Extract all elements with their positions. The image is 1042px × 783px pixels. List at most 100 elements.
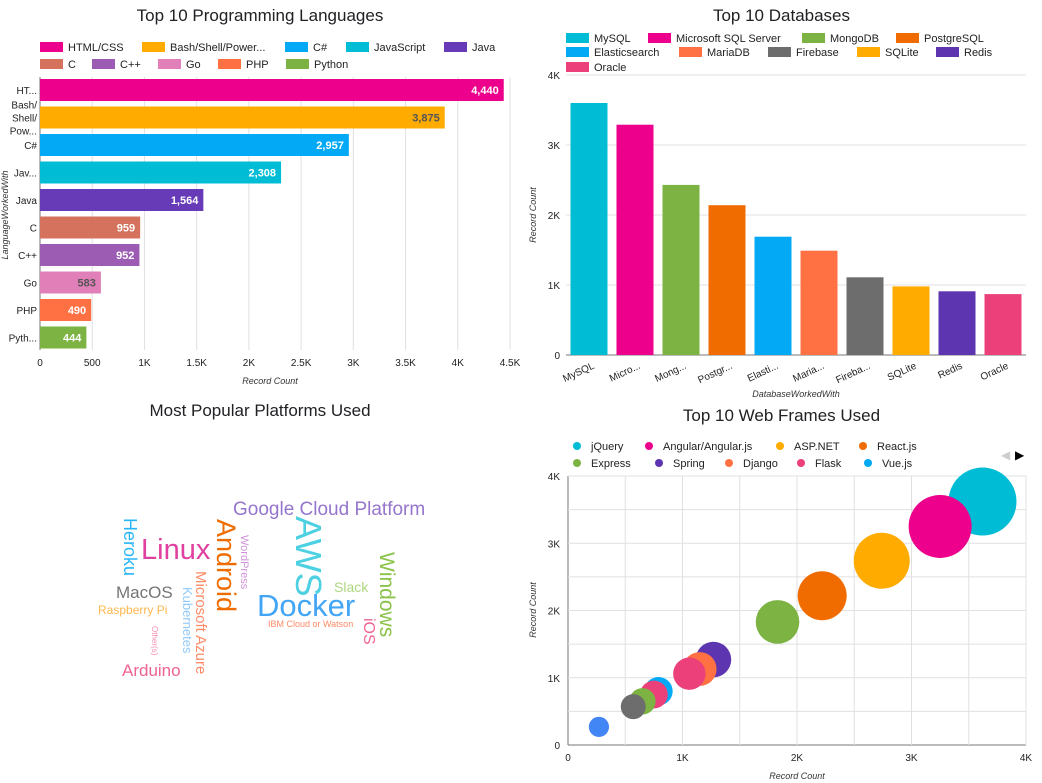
x-tick-label: 2K bbox=[243, 358, 256, 369]
bar-value-label-java: 1,564 bbox=[171, 195, 199, 207]
x-tick-label: Redis bbox=[936, 361, 964, 382]
legend-swatch-bash-shell-powershell bbox=[142, 42, 165, 52]
x-tick-label: 4.5K bbox=[500, 358, 521, 369]
legend-label-bash-shell-powershell: Bash/Shell/Power... bbox=[170, 42, 265, 54]
bar-html-css bbox=[40, 79, 504, 101]
bar-python bbox=[40, 326, 87, 349]
legend-dot-flask bbox=[797, 459, 805, 467]
legend-swatch-javascript bbox=[346, 42, 369, 52]
bar-c bbox=[40, 134, 349, 156]
bubble-angular-angular-js bbox=[908, 494, 972, 558]
word-kubernetes: Kubernetes bbox=[180, 587, 195, 654]
y-axis-title: Record Count bbox=[528, 187, 538, 243]
bubble-express bbox=[755, 600, 800, 644]
x-tick-label: 2K bbox=[791, 753, 804, 764]
word-docker: Docker bbox=[257, 588, 355, 623]
x-tick-label: 0 bbox=[37, 358, 43, 369]
legend-label-postgresql: PostgreSQL bbox=[924, 33, 984, 45]
bar-oracle bbox=[984, 294, 1022, 355]
bar-firebase bbox=[846, 277, 884, 355]
legend-dot-react-js bbox=[859, 442, 867, 450]
legend-swatch-microsoft-sql-server bbox=[648, 33, 671, 43]
legend-swatch-mysql bbox=[566, 33, 589, 43]
legend-label-c: C++ bbox=[120, 59, 141, 71]
webframes-chart-title: Top 10 Web Frames Used bbox=[682, 406, 881, 425]
legend-swatch-c bbox=[40, 59, 63, 69]
legend-swatch-oracle bbox=[566, 62, 589, 72]
platforms-cloud-title: Most Popular Platforms Used bbox=[149, 401, 371, 420]
legend-label-mariadb: MariaDB bbox=[707, 47, 750, 59]
legend-label-express: Express bbox=[591, 458, 631, 470]
y-tick-label: C# bbox=[24, 141, 37, 152]
legend-next-icon[interactable]: ▶ bbox=[1015, 448, 1025, 462]
legend-dot-spring bbox=[655, 459, 663, 467]
legend-label-microsoft-sql-server: Microsoft SQL Server bbox=[676, 33, 781, 45]
y-tick-label: 2K bbox=[548, 607, 561, 618]
bar-value-label-c: 959 bbox=[117, 223, 135, 235]
databases-chart-panel: Top 10 Databases MySQL Microsoft SQL Serv… bbox=[521, 0, 1042, 400]
legend-label-elasticsearch: Elasticsearch bbox=[594, 47, 659, 59]
legend-dot-vue-js bbox=[864, 459, 872, 467]
word-macos: MacOS bbox=[116, 583, 173, 602]
legend-swatch-mariadb bbox=[679, 47, 702, 57]
y-tick-label: C++ bbox=[18, 251, 37, 262]
y-tick-label: 0 bbox=[554, 741, 560, 752]
y-tick-label: 4K bbox=[548, 472, 561, 483]
y-axis-title: LanguageWorkedWith bbox=[0, 171, 10, 260]
x-tick-label: 4K bbox=[452, 358, 465, 369]
bar-microsoft-sql-server bbox=[616, 124, 654, 355]
bubble-asp-net bbox=[853, 532, 910, 589]
x-tick-label: 4K bbox=[1020, 753, 1033, 764]
webframes-chart: jQuery Angular/Angular.js ASP.NET React.js E… bbox=[528, 441, 1033, 781]
legend-label-html-css: HTML/CSS bbox=[68, 42, 124, 54]
x-tick-label: Elasti... bbox=[746, 361, 780, 385]
word-other-s: Other(s) bbox=[150, 626, 159, 656]
x-tick-label: 500 bbox=[84, 358, 101, 369]
x-tick-label: 3.5K bbox=[395, 358, 416, 369]
legend-label-c: C bbox=[68, 59, 76, 71]
legend-label-vue-js: Vue.js bbox=[882, 458, 913, 470]
x-tick-label: 1K bbox=[138, 358, 151, 369]
bar-c bbox=[40, 216, 141, 239]
bar-php bbox=[40, 299, 92, 321]
legend-swatch-redis bbox=[936, 47, 959, 57]
x-axis-title: Record Count bbox=[242, 376, 298, 386]
legend-swatch-c bbox=[285, 42, 308, 52]
legend-prev-icon[interactable]: ◀ bbox=[1001, 448, 1011, 462]
languages-chart-title: Top 10 Programming Languages bbox=[136, 6, 384, 25]
bar-value-label-python: 444 bbox=[63, 333, 82, 345]
x-axis-title: Record Count bbox=[769, 771, 825, 781]
x-tick-label: Mong... bbox=[653, 361, 688, 385]
y-tick-label: PHP bbox=[16, 306, 37, 317]
legend-label-jquery: jQuery bbox=[590, 441, 624, 453]
y-tick-label: 3K bbox=[548, 141, 561, 152]
bar-value-label-c: 2,957 bbox=[316, 140, 344, 152]
word-ios: iOS bbox=[360, 618, 377, 645]
bar-mongodb bbox=[662, 184, 700, 355]
word-linux: Linux bbox=[141, 534, 211, 566]
word-microsoft-azure: Microsoft Azure bbox=[192, 571, 209, 674]
x-tick-label: 1K bbox=[676, 753, 689, 764]
bubble-extra-4 bbox=[588, 716, 610, 737]
legend-swatch-html-css bbox=[40, 42, 63, 52]
bar-value-label-php: 490 bbox=[68, 305, 86, 317]
word-arduino: Arduino bbox=[122, 661, 181, 680]
legend-dot-asp-net bbox=[776, 442, 784, 450]
legend-label-python: Python bbox=[314, 59, 348, 71]
y-tick-label: Pow... bbox=[10, 127, 37, 138]
legend-label-angular-angular-js: Angular/Angular.js bbox=[663, 441, 753, 453]
y-tick-label: Go bbox=[24, 279, 38, 290]
bar-value-label-c: 952 bbox=[116, 250, 134, 262]
y-axis-title: Record Count bbox=[528, 582, 538, 638]
x-tick-label: Postgr... bbox=[696, 361, 734, 386]
bar-value-label-javascript: 2,308 bbox=[249, 168, 277, 180]
legend-label-firebase: Firebase bbox=[796, 47, 839, 59]
bar-bash-shell-powershell bbox=[40, 106, 445, 129]
databases-chart: MySQL Microsoft SQL Server MongoDB PostgreS… bbox=[528, 33, 1026, 399]
y-tick-label: HT... bbox=[16, 86, 37, 97]
languages-chart-panel: Top 10 Programming Languages HTML/CSS Bas… bbox=[0, 0, 521, 395]
y-tick-label: Shell/ bbox=[12, 114, 37, 125]
bubble-react-js bbox=[797, 571, 847, 621]
bar-mysql bbox=[570, 103, 608, 355]
